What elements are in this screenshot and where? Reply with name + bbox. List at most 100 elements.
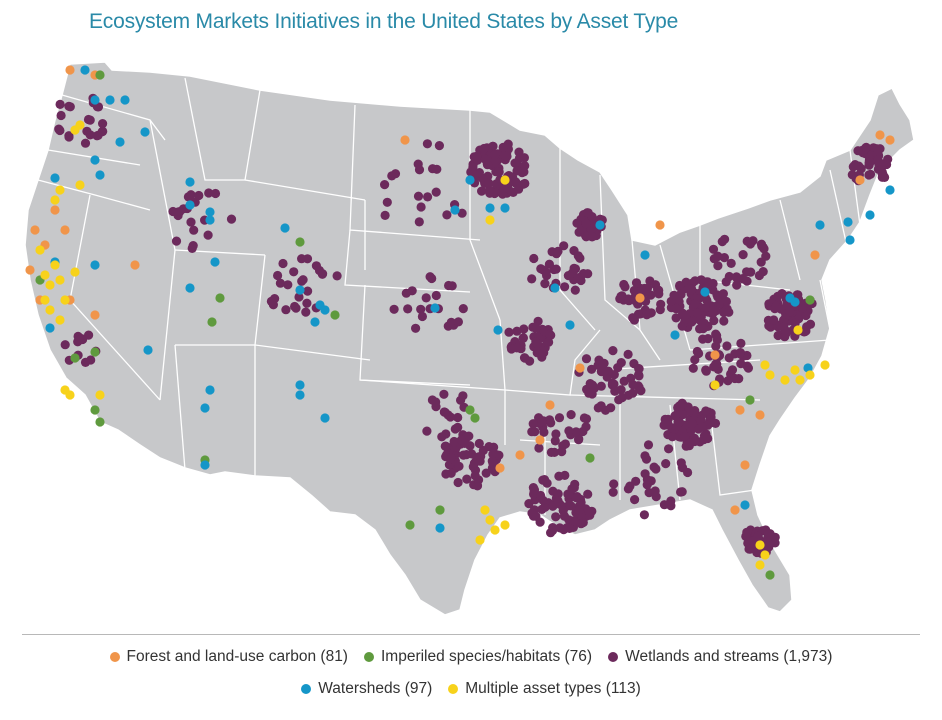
initiative-point-forest xyxy=(60,225,70,235)
initiative-point-wetlands xyxy=(453,317,463,327)
initiative-point-wetlands xyxy=(697,422,707,432)
initiative-point-wetlands xyxy=(564,426,574,436)
initiative-point-wetlands xyxy=(615,294,625,304)
initiative-point-wetlands xyxy=(709,316,719,326)
initiative-point-wetlands xyxy=(186,190,196,200)
initiative-point-wetlands xyxy=(417,311,427,322)
initiative-point-wetlands xyxy=(701,406,711,416)
initiative-point-wetlands xyxy=(545,415,555,425)
initiative-point-forest xyxy=(545,400,555,410)
initiative-point-wetlands xyxy=(440,441,450,451)
initiative-point-wetlands xyxy=(441,469,451,479)
legend-label-wetlands: Wetlands and streams xyxy=(625,648,780,665)
initiative-point-wetlands xyxy=(457,208,467,218)
legend-count-species: (76) xyxy=(564,648,593,665)
initiative-point-multiple xyxy=(485,215,495,225)
initiative-point-wetlands xyxy=(439,389,449,399)
initiative-point-wetlands xyxy=(422,139,432,149)
initiative-point-wetlands xyxy=(600,405,611,415)
initiative-point-wetlands xyxy=(525,356,535,366)
initiative-point-wetlands xyxy=(687,284,697,294)
initiative-point-multiple xyxy=(755,560,765,570)
initiative-point-wetlands xyxy=(440,407,450,417)
initiative-point-multiple xyxy=(795,375,805,385)
initiative-point-wetlands xyxy=(490,150,500,160)
initiative-point-wetlands xyxy=(747,536,758,546)
initiative-point-wetlands xyxy=(478,445,488,456)
initiative-point-forest xyxy=(25,265,35,275)
initiative-point-wetlands xyxy=(387,171,397,181)
initiative-point-wetlands xyxy=(60,340,70,350)
initiative-point-wetlands xyxy=(708,244,719,254)
initiative-point-wetlands xyxy=(551,512,561,522)
initiative-point-wetlands xyxy=(551,264,561,274)
initiative-point-watersheds xyxy=(140,127,150,137)
initiative-point-wetlands xyxy=(539,348,549,358)
initiative-point-watersheds xyxy=(185,283,195,293)
initiative-point-species xyxy=(295,237,305,247)
initiative-point-wetlands xyxy=(694,348,704,359)
initiative-point-wetlands xyxy=(583,489,593,499)
initiative-point-wetlands xyxy=(64,132,74,142)
initiative-point-wetlands xyxy=(423,192,433,202)
initiative-point-wetlands xyxy=(210,188,221,199)
initiative-point-watersheds xyxy=(205,207,215,217)
initiative-point-forest xyxy=(90,310,100,320)
initiative-point-watersheds xyxy=(205,385,215,395)
initiative-point-wetlands xyxy=(546,447,557,457)
initiative-point-wetlands xyxy=(608,346,618,356)
initiative-point-wetlands xyxy=(663,420,674,430)
initiative-point-species xyxy=(207,317,217,327)
initiative-point-wetlands xyxy=(449,436,459,447)
initiative-point-watersheds xyxy=(465,175,475,185)
initiative-point-wetlands xyxy=(542,270,552,281)
initiative-point-wetlands xyxy=(758,267,768,277)
initiative-point-wetlands xyxy=(540,279,550,289)
initiative-point-wetlands xyxy=(453,412,463,423)
initiative-point-wetlands xyxy=(696,275,706,285)
initiative-point-wetlands xyxy=(713,261,723,271)
legend-count-wetlands: (1,973) xyxy=(783,648,833,665)
initiative-point-wetlands xyxy=(532,339,542,349)
initiative-point-wetlands xyxy=(674,417,685,427)
initiative-point-wetlands xyxy=(667,432,678,442)
initiative-point-multiple xyxy=(95,390,105,400)
initiative-point-multiple xyxy=(500,520,510,530)
initiative-point-watersheds xyxy=(740,500,750,510)
initiative-point-wetlands xyxy=(431,187,441,197)
initiative-point-wetlands xyxy=(469,458,479,468)
initiative-point-forest xyxy=(810,250,820,260)
initiative-point-wetlands xyxy=(520,161,530,171)
initiative-point-wetlands xyxy=(864,170,874,180)
initiative-point-wetlands xyxy=(553,246,563,256)
initiative-point-wetlands xyxy=(571,427,581,437)
initiative-point-wetlands xyxy=(534,443,544,453)
initiative-point-multiple xyxy=(765,370,775,380)
initiative-point-wetlands xyxy=(690,406,700,416)
initiative-point-watersheds xyxy=(50,173,60,183)
initiative-point-watersheds xyxy=(843,217,853,227)
legend-item-multiple: Multiple asset types (113) xyxy=(448,680,641,698)
initiative-point-wetlands xyxy=(711,329,721,339)
initiative-point-wetlands xyxy=(297,254,307,264)
initiative-point-multiple xyxy=(70,267,80,277)
initiative-point-wetlands xyxy=(724,353,734,363)
initiative-point-wetlands xyxy=(738,250,748,260)
initiative-point-wetlands xyxy=(453,422,463,432)
initiative-point-wetlands xyxy=(461,450,472,460)
initiative-point-wetlands xyxy=(493,167,504,177)
initiative-point-species xyxy=(95,417,105,427)
state-border xyxy=(184,77,261,181)
initiative-point-wetlands xyxy=(524,499,534,509)
initiative-point-wetlands xyxy=(861,142,871,152)
initiative-point-wetlands xyxy=(474,438,484,449)
initiative-point-wetlands xyxy=(531,323,541,333)
initiative-point-wetlands xyxy=(535,517,545,527)
initiative-point-wetlands xyxy=(743,363,754,373)
initiative-point-wetlands xyxy=(314,265,325,276)
initiative-point-wetlands xyxy=(566,410,576,420)
state-border xyxy=(174,344,186,471)
initiative-point-wetlands xyxy=(468,162,478,172)
initiative-point-wetlands xyxy=(771,301,781,311)
legend-swatch-watersheds xyxy=(301,684,312,694)
